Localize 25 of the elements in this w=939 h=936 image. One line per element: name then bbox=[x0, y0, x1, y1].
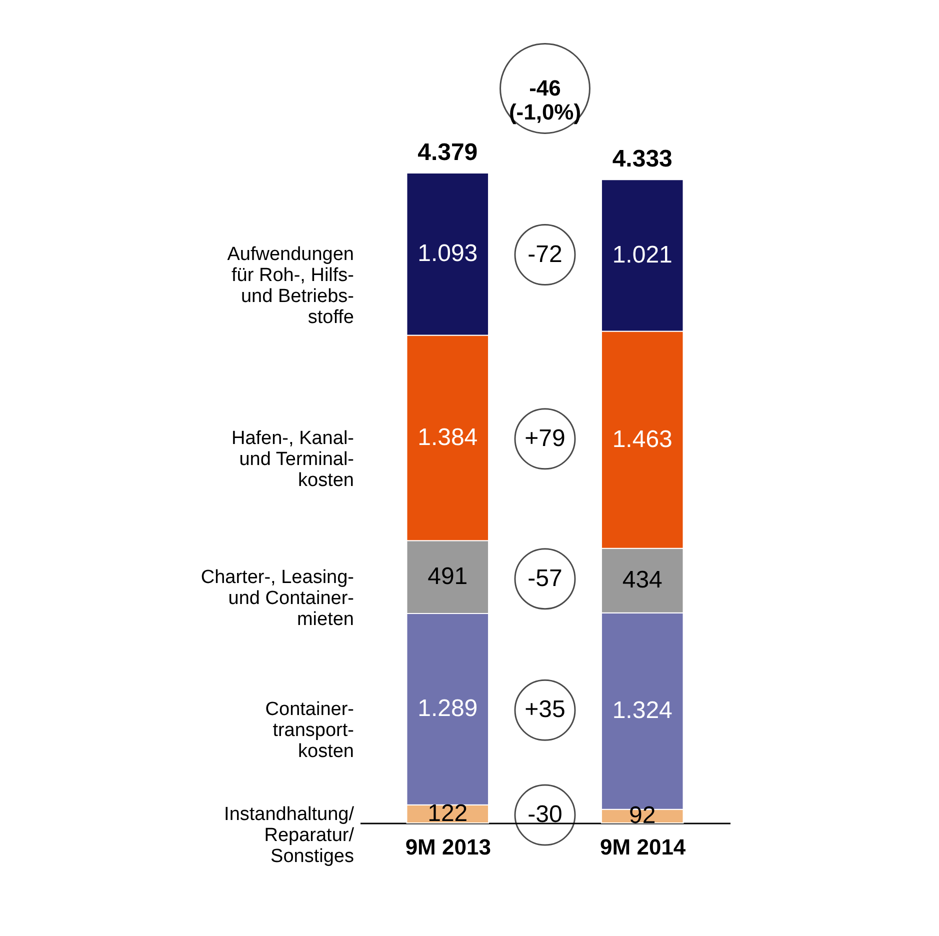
text: Instandhaltung/ Reparatur/ Sonstiges bbox=[224, 804, 355, 867]
annotation: -30 bbox=[528, 801, 562, 828]
total-label: 4.333 bbox=[612, 146, 672, 173]
annotation: -57 bbox=[528, 564, 562, 592]
text: Charter-, Leasing- und Container- mieten bbox=[200, 567, 354, 630]
x-tick-label: 9M 2014 bbox=[600, 834, 686, 860]
data-label: 92 bbox=[629, 802, 656, 830]
data-label: 122 bbox=[428, 800, 468, 827]
data-label: 1.384 bbox=[418, 424, 478, 451]
text: Aufwendungen für Roh-, Hilfs- und Betriebs- stoffe bbox=[227, 244, 354, 328]
data-label: 434 bbox=[622, 566, 662, 594]
text: Container- transport- kosten bbox=[265, 699, 354, 762]
text: -46 (-1,0%) bbox=[508, 76, 582, 124]
text: Hafen-, Kanal- und Terminal- kosten bbox=[231, 428, 354, 491]
annotation: +35 bbox=[524, 696, 566, 724]
data-label: 1.093 bbox=[418, 240, 478, 268]
x-tick-label: 9M 2013 bbox=[405, 834, 491, 860]
data-label: 1.021 bbox=[612, 241, 672, 268]
data-label: 491 bbox=[428, 563, 468, 590]
data-label: 1.324 bbox=[612, 697, 672, 724]
total-label: 4.379 bbox=[418, 139, 478, 166]
data-label: 1.463 bbox=[612, 426, 672, 453]
data-label: 1.289 bbox=[418, 695, 478, 722]
annotation: -72 bbox=[528, 240, 562, 268]
annotation: +79 bbox=[524, 424, 566, 452]
